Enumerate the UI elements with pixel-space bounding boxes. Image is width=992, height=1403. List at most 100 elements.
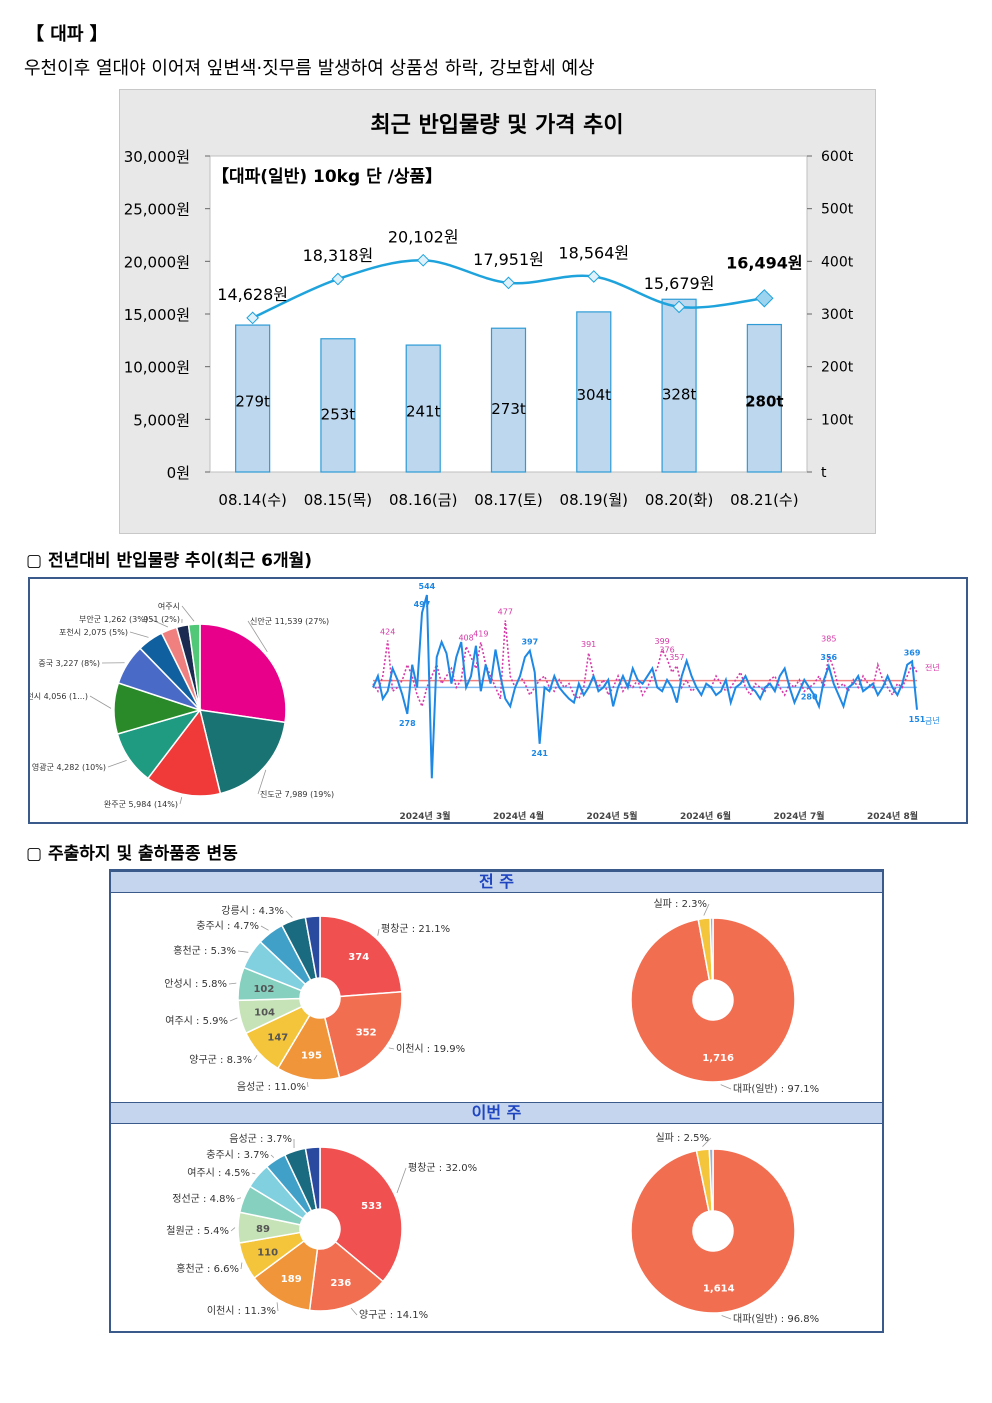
price-marker [502, 276, 515, 290]
leader-line [260, 925, 269, 931]
slice-label: 여주시 : 5.9% [165, 1015, 228, 1027]
slice-label: 951 (2%) [143, 615, 180, 624]
slice-label: 철원군 : 5.4% [166, 1225, 229, 1237]
slice-label: 대파(일반) : 96.8% [733, 1313, 819, 1325]
annotation: 356 [820, 653, 837, 662]
pie-slice [199, 709, 286, 795]
y-left-tick-label: 10,000원 [124, 359, 190, 377]
y-right-tick-label: 100t [821, 412, 854, 428]
pie-slice [323, 990, 403, 1079]
annotation: 278 [399, 719, 416, 728]
chart-subtitle: 【대파(일반) 10kg 단 /상품】 [212, 166, 442, 187]
x-tick-label: 08.19(월) [560, 491, 628, 509]
slice-label: 양구군 : 14.1% [359, 1309, 428, 1321]
leader-line [229, 1017, 238, 1022]
leader-line [179, 797, 183, 805]
leader-line [396, 1167, 407, 1194]
leader-line [721, 1315, 732, 1320]
pie-slice [709, 917, 714, 981]
annotation: 151 [909, 715, 926, 724]
x-tick-label: 2024년 7월 [773, 810, 824, 822]
slice-label: 강릉시 : 4.3% [221, 905, 284, 917]
slice-label: 이천시 : 11.3% [207, 1305, 276, 1317]
slice-label: 부안군 1,262 (3%) [79, 614, 148, 624]
y-left-tick-label: 15,000원 [124, 306, 190, 324]
x-tick-label: 2024년 6월 [680, 810, 731, 822]
shipping-panel: 전 주 이번 주 374 평창군 : 21.1% 352 이천시 : 19.9% 195… [109, 869, 884, 1333]
line-current-year [372, 594, 918, 779]
pie-slice [319, 1146, 403, 1283]
annotation: 408 [458, 634, 473, 643]
y-left-tick-label: 0원 [167, 464, 190, 482]
leader-line [276, 1302, 279, 1312]
annotation: 376 [659, 646, 674, 655]
volume-bar [746, 323, 782, 473]
leader-line [377, 928, 380, 936]
slice-label: 영광군 4,282 (10%) [32, 762, 106, 772]
slice-label: 정선군 : 4.8% [172, 1193, 235, 1205]
leader-line [388, 1047, 395, 1050]
leader-line [107, 759, 127, 768]
y-right-tick-label: t [821, 465, 827, 481]
slice-label: 실파 : 2.5% [655, 1132, 709, 1144]
price-label: 18,564원 [558, 243, 629, 262]
panel-band-curr: 이번 주 [111, 1102, 882, 1124]
annotation: 280 [801, 692, 818, 701]
annotation: 357 [669, 653, 684, 662]
volume-label: 241t [406, 403, 441, 421]
annotation: 477 [498, 607, 513, 616]
price-label: 17,951원 [473, 250, 544, 269]
volume-label: 273t [491, 400, 526, 418]
x-tick-label: 08.15(목) [304, 491, 372, 509]
price-label: 16,494원 [726, 253, 802, 272]
volume-bar [405, 344, 441, 473]
y-right-tick-label: 300t [821, 307, 854, 323]
slice-label: 포천시 2,075 (5%) [59, 627, 128, 637]
price-marker [587, 270, 601, 283]
x-tick-label: 2024년 3월 [399, 810, 450, 822]
slice-label: 이천시 : 19.9% [396, 1043, 465, 1055]
y-right-tick-label: 600t [821, 149, 854, 165]
price-marker [755, 289, 774, 308]
pie-slice [308, 1240, 385, 1312]
shipping-heading: ▢ 주출하지 및 출하품종 변동 [26, 844, 238, 864]
pie-slice [199, 623, 287, 724]
pie-slice [319, 915, 403, 998]
annotation: 399 [655, 637, 670, 646]
price-volume-chart: 최근 반입물량 및 가격 추이 【대파(일반) 10kg 단 /상품】 0원 5,00… [119, 89, 876, 534]
volume-bar [235, 324, 271, 473]
y-right-tick-label: 200t [821, 360, 854, 376]
slice-label: 여주시 [158, 601, 180, 611]
slice-value: 236 [330, 1278, 351, 1289]
annotation: 424 [380, 627, 395, 636]
price-label: 15,679원 [644, 274, 715, 293]
slice-label: 신안군 11,539 (27%) [250, 616, 329, 626]
slice-label: 진도군 7,989 (19%) [260, 789, 334, 799]
prev-variety-donut: 1,716 대파(일반) : 97.1% 실파 : 2.3% [630, 898, 819, 1095]
slice-label: 안성시 : 5.8% [164, 978, 227, 990]
slice-label: 여주시 : 4.5% [187, 1167, 250, 1179]
slice-label: 홍천군 : 6.6% [176, 1262, 239, 1275]
pie-slice [708, 1148, 714, 1212]
leader-line [240, 1262, 243, 1270]
slice-label: 중국 3,227 (8%) [38, 659, 100, 668]
price-marker [672, 300, 686, 314]
slice-value: 1,716 [702, 1053, 734, 1064]
slice-value: 104 [254, 1007, 275, 1018]
leader-line [257, 769, 267, 795]
slice-label: 평창군 : 21.1% [381, 923, 450, 935]
chart-title: 최근 반입물량 및 가격 추이 [370, 113, 623, 138]
slice-value: 352 [356, 1027, 377, 1038]
price-label: 18,318원 [303, 246, 374, 265]
price-volume-svg: 최근 반입물량 및 가격 추이 【대파(일반) 10kg 단 /상품】 0원 5,00… [124, 113, 854, 509]
price-label: 20,102원 [388, 227, 459, 246]
yoy-heading: ▢ 전년대비 반입물량 추이(최근 6개월) [26, 551, 313, 571]
slice-value: 189 [281, 1274, 302, 1285]
pie-slice [630, 917, 796, 1083]
volume-bar [320, 338, 356, 473]
pie-slice [187, 623, 201, 711]
price-marker [416, 253, 430, 267]
leader-line [720, 1084, 732, 1090]
annotation: 385 [821, 634, 836, 643]
volume-label: 279t [235, 393, 270, 411]
